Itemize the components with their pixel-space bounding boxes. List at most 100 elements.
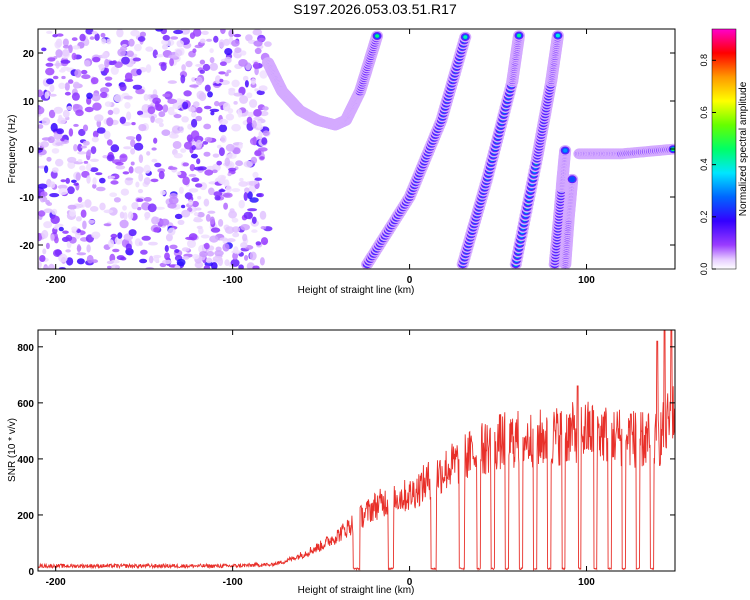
noise-blob (41, 117, 51, 126)
noise-blob (195, 207, 202, 211)
noise-blob (159, 218, 170, 226)
noise-blob (103, 223, 112, 227)
noise-blob (198, 227, 204, 235)
noise-blob (243, 211, 253, 220)
snr-panel: -200 -100 0 100 0 200 400 600 800 Height of str… (7, 329, 676, 596)
noise-blob (108, 175, 116, 179)
noise-blob (49, 181, 56, 189)
noise-blob (55, 49, 63, 58)
noise-blob (191, 200, 199, 208)
noise-blob (151, 147, 157, 151)
noise-blob (173, 114, 182, 119)
noise-blob (92, 177, 97, 185)
noise-blob (233, 33, 242, 38)
noise-blob (224, 259, 230, 266)
noise-blob (238, 141, 243, 150)
noise-blob (136, 198, 144, 203)
noise-blob (45, 67, 55, 76)
noise-blob (234, 47, 242, 54)
noise-blob (195, 115, 202, 122)
noise-blob (115, 165, 126, 170)
noise-blob (64, 91, 71, 96)
colorbar-ticks: 0.0 0.2 0.4 0.6 0.8 (699, 54, 716, 275)
noise-blob (41, 47, 47, 52)
noise-blob (76, 258, 85, 265)
colorbar-gradient (711, 28, 737, 270)
noise-blob (218, 39, 225, 49)
noise-blob (84, 106, 94, 113)
noise-blob (91, 231, 101, 239)
noise-blob (192, 29, 202, 37)
noise-blob (213, 35, 219, 43)
noise-blob (131, 202, 139, 210)
noise-blob (254, 47, 262, 55)
noise-blob (139, 258, 148, 264)
noise-blob (169, 58, 175, 67)
noise-blob (238, 181, 249, 187)
noise-blob (224, 48, 233, 56)
noise-blob (38, 124, 44, 129)
noise-blob (197, 195, 202, 200)
noise-blob (89, 158, 99, 162)
noise-blob (120, 188, 130, 196)
colorbar: 0.0 0.2 0.4 0.6 0.8 Normalized spectral ampl… (699, 28, 749, 275)
noise-blob (177, 219, 185, 225)
noise-blob (117, 232, 123, 239)
noise-blob (209, 108, 220, 113)
spectrogram-x-ticks: -200 -100 0 100 (46, 29, 595, 286)
noise-blob (158, 122, 164, 128)
noise-blob (92, 183, 97, 189)
noise-blob (115, 161, 124, 166)
noise-blob (44, 91, 50, 99)
noise-blob (258, 85, 268, 92)
noise-blob (48, 263, 55, 269)
noise-blob (152, 97, 162, 105)
spectrogram-y-ticks: -20 -10 0 10 20 (20, 49, 675, 252)
noise-blob (90, 77, 99, 85)
noise-blob (67, 186, 75, 195)
noise-blob (99, 177, 106, 184)
noise-blob (224, 226, 235, 234)
noise-blob (170, 36, 179, 40)
noise-blob (247, 111, 255, 118)
noise-blob (60, 59, 71, 64)
noise-blob (132, 57, 141, 62)
noise-blob (42, 196, 48, 202)
noise-blob (164, 252, 170, 260)
noise-blob (110, 66, 119, 75)
noise-blob (198, 92, 207, 102)
noise-blob (58, 82, 66, 90)
noise-blob (232, 252, 239, 260)
noise-blob (58, 188, 68, 195)
noise-blob (51, 167, 59, 173)
noise-blob (222, 102, 231, 112)
noise-blob (86, 163, 92, 172)
noise-blob (96, 186, 106, 192)
noise-blob (77, 196, 83, 203)
noise-blob (248, 180, 257, 186)
noise-blob (91, 93, 101, 102)
x-tick-label: 100 (578, 275, 595, 286)
noise-blob (244, 187, 250, 194)
noise-blob (213, 191, 223, 197)
noise-blob (164, 245, 169, 252)
noise-blob (158, 111, 166, 118)
noise-blob (136, 68, 142, 76)
noise-blob (162, 34, 170, 41)
noise-blob (71, 52, 77, 61)
noise-blob (256, 120, 262, 129)
noise-blob (104, 101, 112, 107)
noise-blob (167, 80, 177, 84)
noise-blob (191, 111, 197, 118)
ridge-line-3 (509, 30, 564, 269)
noise-blob (260, 237, 269, 246)
noise-blob (209, 62, 218, 71)
colorbar-tick-label: 0.4 (699, 158, 709, 171)
noise-blob (119, 211, 125, 219)
noise-blob (259, 70, 268, 79)
noise-blob (43, 221, 53, 229)
noise-blob (218, 219, 224, 227)
noise-blob (253, 109, 262, 117)
noise-blob (58, 253, 68, 263)
noise-blob (182, 101, 189, 110)
